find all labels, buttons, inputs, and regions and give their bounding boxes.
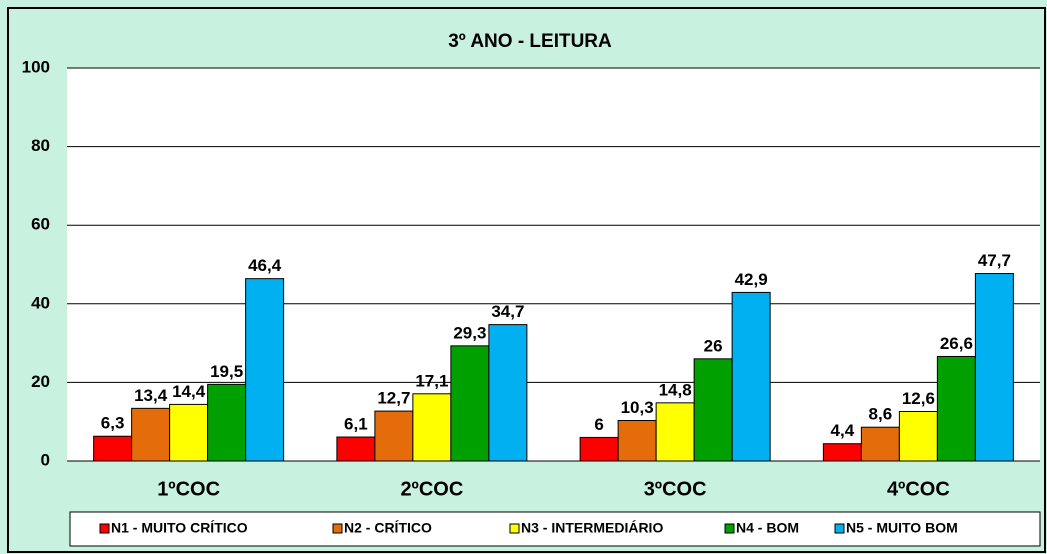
bar bbox=[860, 426, 900, 462]
legend-swatch bbox=[332, 523, 343, 534]
bar bbox=[245, 278, 285, 462]
bar bbox=[450, 345, 490, 462]
legend-swatch bbox=[724, 523, 735, 534]
legend-label: N4 - BOM bbox=[736, 520, 799, 536]
value-label: 26,6 bbox=[940, 334, 973, 353]
bar bbox=[822, 443, 862, 462]
value-label: 29,3 bbox=[453, 323, 486, 342]
value-label: 34,7 bbox=[491, 302, 524, 321]
legend-label: N3 - INTERMEDIÁRIO bbox=[521, 520, 663, 536]
bar bbox=[93, 435, 133, 462]
bar bbox=[898, 410, 938, 462]
bar bbox=[579, 436, 619, 462]
legend-box bbox=[69, 511, 1041, 547]
bar bbox=[693, 358, 733, 462]
x-tick-label: 3ºCOC bbox=[644, 478, 707, 500]
y-tick-label: 80 bbox=[31, 136, 50, 155]
value-label: 12,7 bbox=[377, 389, 410, 408]
x-tick-label: 1ºCOC bbox=[157, 478, 220, 500]
value-label: 17,1 bbox=[415, 371, 448, 390]
bar bbox=[169, 403, 209, 462]
bar bbox=[131, 407, 171, 462]
bar bbox=[617, 420, 657, 462]
value-label: 19,5 bbox=[210, 362, 243, 381]
chart-border bbox=[7, 7, 1046, 553]
chart-title: 3º ANO - LEITURA bbox=[448, 31, 612, 52]
bar bbox=[731, 291, 771, 462]
y-tick-label: 40 bbox=[31, 293, 50, 312]
y-tick-label: 100 bbox=[22, 57, 50, 76]
legend-swatch bbox=[834, 523, 845, 534]
legend-swatch bbox=[509, 523, 520, 534]
value-label: 10,3 bbox=[621, 398, 654, 417]
bar bbox=[488, 324, 528, 462]
y-tick-label: 20 bbox=[31, 372, 50, 391]
bar bbox=[936, 355, 976, 462]
value-label: 47,7 bbox=[978, 251, 1011, 270]
value-label: 6,1 bbox=[344, 415, 368, 434]
bar bbox=[412, 393, 452, 462]
bar bbox=[974, 273, 1014, 462]
value-label: 12,6 bbox=[902, 389, 935, 408]
x-tick-label: 2ºCOC bbox=[400, 478, 463, 500]
value-label: 6 bbox=[594, 415, 603, 434]
x-tick-label: 4ºCOC bbox=[887, 478, 950, 500]
legend-swatch bbox=[99, 523, 110, 534]
bar bbox=[655, 402, 695, 462]
legend-label: N5 - MUITO BOM bbox=[846, 520, 958, 536]
value-label: 14,4 bbox=[172, 382, 206, 401]
legend-label: N1 - MUITO CRÍTICO bbox=[111, 520, 248, 536]
legend-label: N2 - CRÍTICO bbox=[344, 520, 432, 536]
value-label: 6,3 bbox=[101, 414, 125, 433]
value-label: 26 bbox=[704, 336, 723, 355]
value-label: 42,9 bbox=[735, 270, 768, 289]
bar bbox=[336, 436, 376, 462]
bar bbox=[207, 383, 247, 462]
value-label: 8,6 bbox=[869, 405, 893, 424]
value-label: 46,4 bbox=[248, 256, 282, 275]
value-label: 14,8 bbox=[659, 380, 692, 399]
value-label: 4,4 bbox=[831, 421, 855, 440]
bar bbox=[374, 410, 414, 462]
y-tick-label: 60 bbox=[31, 215, 50, 234]
y-tick-label: 0 bbox=[41, 450, 50, 469]
value-label: 13,4 bbox=[134, 386, 168, 405]
